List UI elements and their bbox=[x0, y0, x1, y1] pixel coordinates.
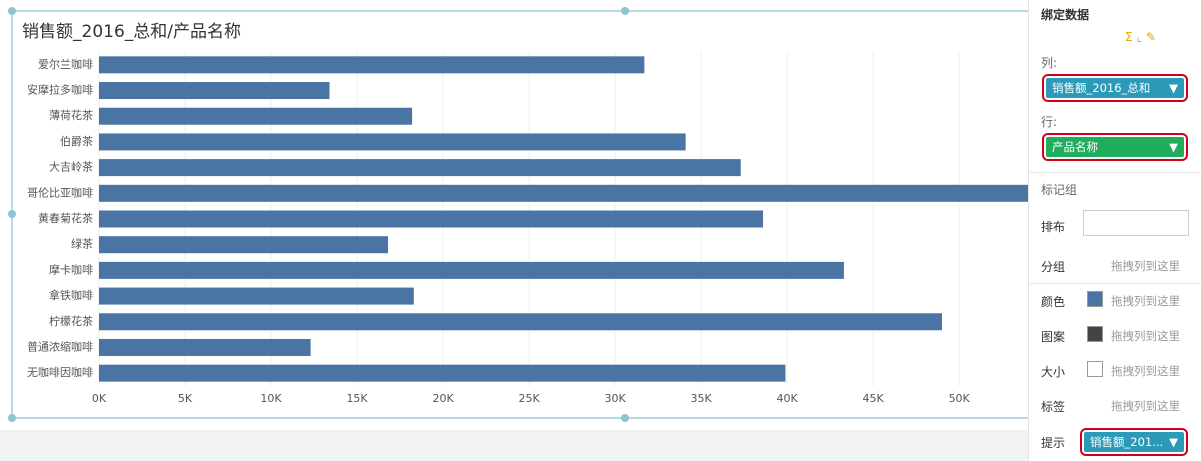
y-tick-label: 柠檬花茶 bbox=[49, 314, 93, 328]
handles bbox=[8, 7, 629, 422]
x-tick-label: 10K bbox=[260, 392, 282, 405]
y-tick-label: 薄荷花茶 bbox=[49, 108, 93, 122]
bar bbox=[99, 133, 686, 151]
x-tick-label: 50K bbox=[949, 392, 971, 405]
rows-label: 行: bbox=[1041, 115, 1058, 129]
y-tick-label: 无咖啡因咖啡 bbox=[27, 365, 93, 379]
columns-label: 列: bbox=[1041, 56, 1058, 70]
rows-field[interactable]: 产品名称 ▼ bbox=[1042, 133, 1188, 161]
bar bbox=[99, 364, 786, 382]
bar bbox=[99, 184, 1028, 202]
group-label: 分组 bbox=[1041, 260, 1066, 274]
layout-label: 排布 bbox=[1041, 220, 1066, 234]
drop-hint: 拖拽列到这里 bbox=[1111, 399, 1180, 413]
color-label: 颜色 bbox=[1041, 295, 1066, 309]
y-tick-label: 普通浓缩咖啡 bbox=[27, 339, 93, 353]
labels-label: 标签 bbox=[1041, 400, 1066, 414]
y-tick-label: 黄春菊花茶 bbox=[38, 211, 93, 225]
y-tick-label: 绿茶 bbox=[71, 237, 93, 251]
y-tick-label: 摩卡咖啡 bbox=[49, 262, 93, 276]
field-name: 产品名称 bbox=[1052, 140, 1098, 154]
tooltip-label: 提示 bbox=[1041, 436, 1066, 450]
y-tick-label: 大吉岭茶 bbox=[49, 160, 93, 174]
layout-select[interactable] bbox=[1083, 210, 1189, 236]
chart-title: 销售额_2016_总和/产品名称 bbox=[22, 22, 241, 42]
plot: 0K 5K 10K 15K 20K 25K 30K 35K 40K 45K 50K 爱尔兰咖啡安摩拉多… bbox=[27, 52, 1028, 405]
x-tick-label: 5K bbox=[178, 392, 193, 405]
color-swatch[interactable] bbox=[1087, 291, 1103, 307]
bar bbox=[99, 82, 330, 100]
x-tick-label: 20K bbox=[432, 392, 454, 405]
bar bbox=[99, 56, 645, 74]
y-tick-label: 爱尔兰咖啡 bbox=[38, 57, 93, 71]
bar bbox=[99, 210, 764, 228]
marks-label: 标记组 bbox=[1041, 183, 1078, 197]
sum-icon[interactable]: Σ ⌞ ✎ bbox=[1125, 30, 1156, 44]
bar bbox=[99, 159, 741, 177]
x-tick-label: 45K bbox=[863, 392, 885, 405]
y-tick-label: 哥伦比亚咖啡 bbox=[27, 185, 93, 199]
drop-hint: 拖拽列到这里 bbox=[1111, 294, 1180, 308]
y-tick-label: 拿铁咖啡 bbox=[49, 288, 93, 302]
x-tick-label: 30K bbox=[605, 392, 627, 405]
bar bbox=[99, 236, 389, 254]
bar bbox=[99, 313, 942, 331]
y-tick-label: 伯爵茶 bbox=[60, 134, 93, 148]
panel-title: 绑定数据 bbox=[1041, 8, 1090, 22]
pattern-label: 图案 bbox=[1041, 330, 1066, 344]
drop-hint: 拖拽列到这里 bbox=[1111, 329, 1180, 343]
x-tick-label: 25K bbox=[518, 392, 540, 405]
bar bbox=[99, 338, 311, 356]
bar bbox=[99, 107, 413, 125]
x-tick-label: 35K bbox=[691, 392, 713, 405]
tooltip-field[interactable]: 销售额_201... ▼ bbox=[1080, 428, 1188, 456]
bar bbox=[99, 287, 414, 305]
y-tick-label: 安摩拉多咖啡 bbox=[27, 83, 93, 97]
pattern-swatch[interactable] bbox=[1087, 326, 1103, 342]
x-tick-label: 40K bbox=[777, 392, 799, 405]
chart: 0K 5K 10K 15K 20K 25K 30K 35K 40K 45K 50K 爱尔兰咖啡安摩拉多… bbox=[0, 0, 1028, 430]
field-name: 销售额_2016_总和 bbox=[1052, 81, 1151, 95]
drop-hint: 拖拽列到这里 bbox=[1111, 364, 1180, 378]
size-label: 大小 bbox=[1041, 365, 1066, 379]
x-tick-label: 0K bbox=[92, 392, 107, 405]
columns-field[interactable]: 销售额_2016_总和 ▼ bbox=[1042, 74, 1188, 102]
drop-hint: 拖拽列到这里 bbox=[1111, 259, 1180, 273]
x-tick-label: 15K bbox=[346, 392, 368, 405]
binding-panel: 绑定数据 Σ ⌞ ✎ 列: 销售额_2016_总和 ▼ 行: 产品名称 ▼ 标记组 … bbox=[1028, 0, 1201, 461]
size-icon[interactable] bbox=[1087, 361, 1103, 377]
field-name: 销售额_201... bbox=[1090, 435, 1164, 449]
bar bbox=[99, 261, 844, 279]
